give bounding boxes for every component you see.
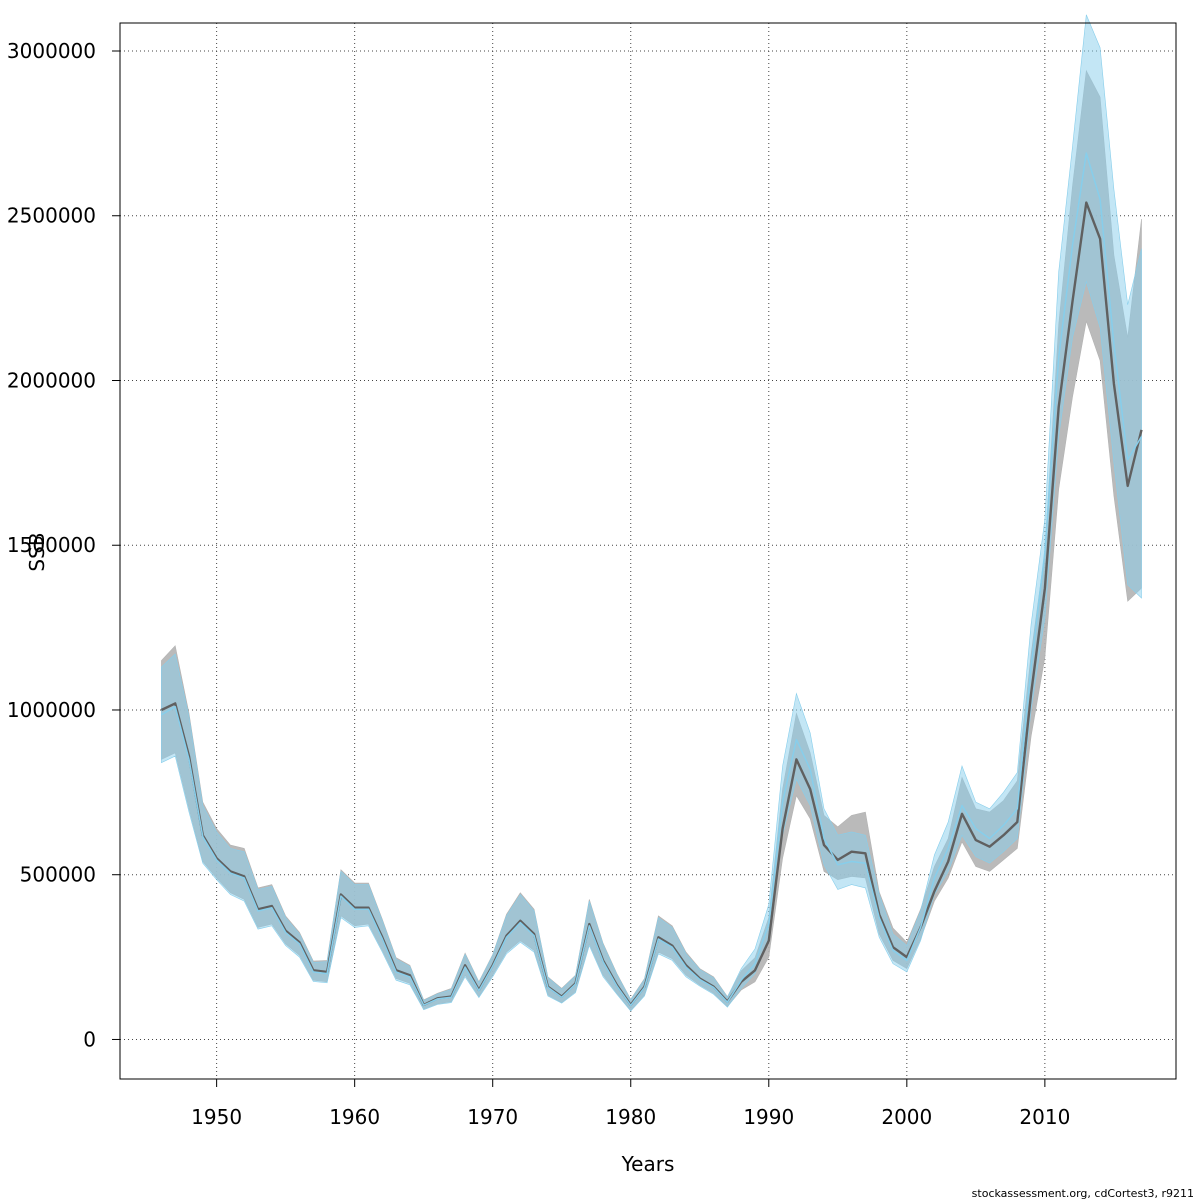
x-tick-label: 1950: [191, 1105, 242, 1129]
x-tick-label: 1970: [467, 1105, 518, 1129]
y-tick-label: 0: [83, 1027, 96, 1051]
blue-confidence-band: [161, 14, 1142, 1012]
plot-frame: [119, 22, 1177, 1080]
x-tick-label: 1990: [743, 1105, 794, 1129]
x-tick-label: 2000: [881, 1105, 932, 1129]
x-axis-title: Years: [621, 1152, 675, 1176]
y-tick-label: 500000: [20, 863, 96, 887]
x-tick-label: 2010: [1019, 1105, 1070, 1129]
grid: [120, 23, 1176, 1079]
y-tick-label: 1000000: [7, 698, 96, 722]
blue-estimate-line: [161, 152, 1143, 1007]
axes: 1950 1960 1970 1980 1990 2000 2010 0 500000 10000…: [7, 39, 1070, 1129]
y-tick-label: 1500000: [7, 533, 96, 557]
y-axis-title: SSB: [25, 532, 49, 571]
y-tick-label: 2000000: [7, 368, 96, 392]
confidence-bands: [161, 14, 1142, 1012]
estimate-lines: [160, 152, 1143, 1007]
x-tick-label: 1960: [329, 1105, 380, 1129]
y-tick-label: 3000000: [7, 39, 96, 63]
x-tick-label: 1980: [605, 1105, 656, 1129]
footer-note: stockassessment.org, cdCortest3, r9211: [972, 1187, 1194, 1200]
y-tick-label: 2500000: [7, 204, 96, 228]
